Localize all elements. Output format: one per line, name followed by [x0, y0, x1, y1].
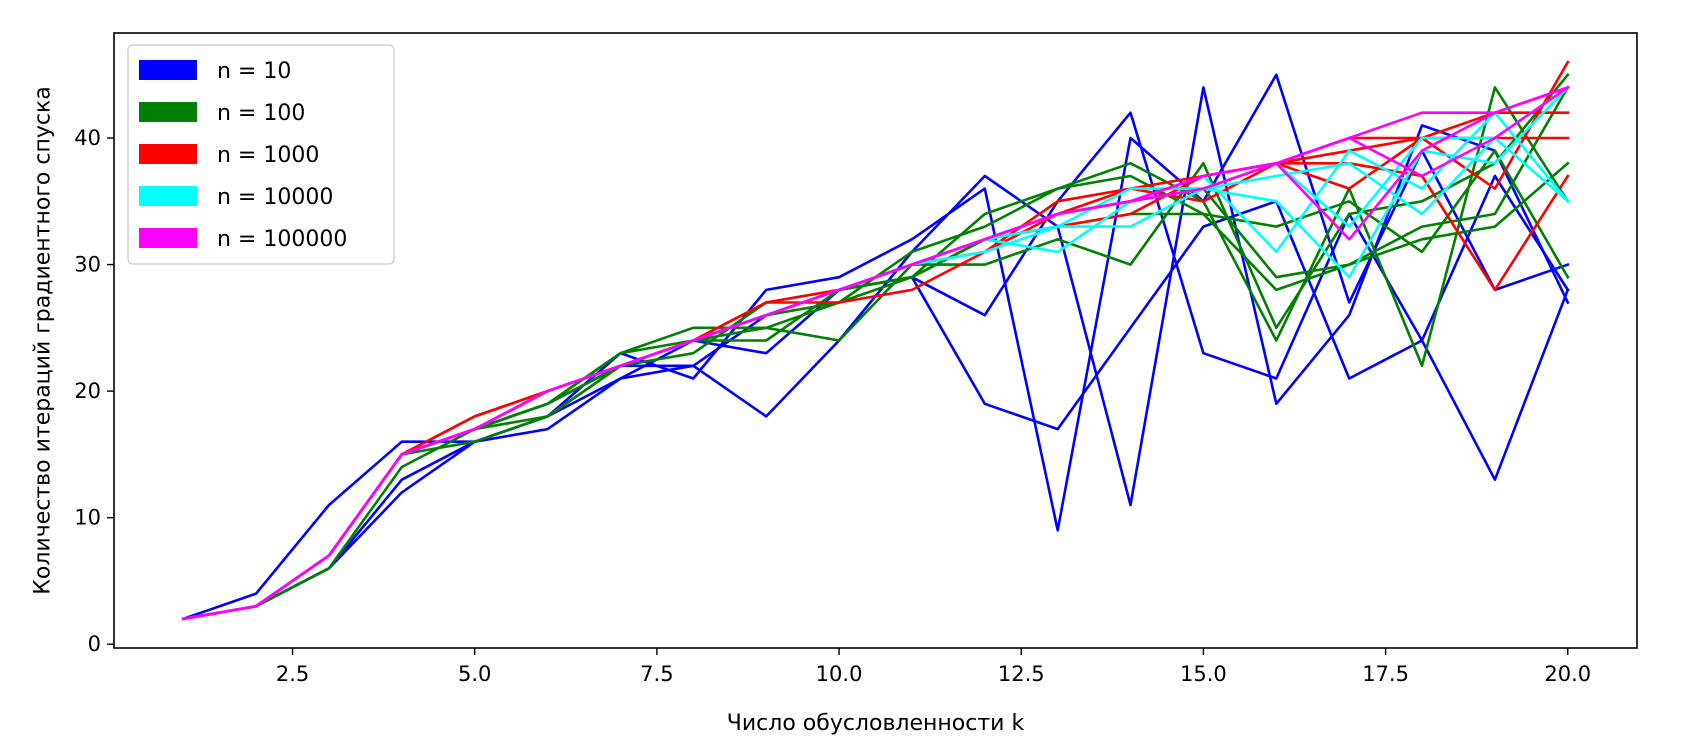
legend: n = 10 n = 100 n = 1000 n = 10000 n = 100000 [127, 44, 395, 265]
y-tick-label: 30 [74, 253, 101, 277]
y-tick-label: 20 [74, 379, 101, 403]
legend-label-3: n = 10000 [217, 185, 333, 210]
x-tick-label: 20.0 [1544, 662, 1591, 686]
series-line-4-2 [181, 85, 1570, 621]
legend-box [127, 44, 395, 265]
legend-swatch-0 [139, 60, 197, 80]
x-tick-label: 7.5 [640, 662, 673, 686]
legend-swatch-2 [139, 144, 197, 164]
legend-label-0: n = 10 [217, 59, 291, 84]
legend-label-2: n = 1000 [217, 143, 319, 168]
legend-label-4: n = 100000 [217, 227, 347, 252]
x-tick-label: 17.5 [1362, 662, 1409, 686]
y-tick-label: 0 [88, 632, 101, 656]
x-tick-label: 12.5 [998, 662, 1045, 686]
x-tick-label: 2.5 [276, 662, 309, 686]
y-tick-label: 40 [74, 126, 101, 150]
legend-swatch-1 [139, 102, 197, 122]
x-tick-label: 10.0 [816, 662, 863, 686]
legend-swatch-4 [139, 228, 197, 248]
x-axis-title: Число обусловленности k [727, 711, 1025, 736]
plot-frame [113, 32, 1638, 649]
legend-swatch-3 [139, 186, 197, 206]
x-tick-label: 15.0 [1180, 662, 1227, 686]
y-axis-title: Количество итераций градиентного спуска [31, 86, 56, 594]
series-layer [181, 60, 1570, 621]
legend-label-1: n = 100 [217, 101, 305, 126]
axes-layer: 2.5 5.0 7.5 10.0 12.5 15.0 17.5 20.0 0 10 20 30 40 [74, 32, 1638, 686]
series-line-1-1 [181, 72, 1570, 621]
x-tick-label: 5.0 [458, 662, 491, 686]
y-tick-label: 10 [74, 506, 101, 530]
